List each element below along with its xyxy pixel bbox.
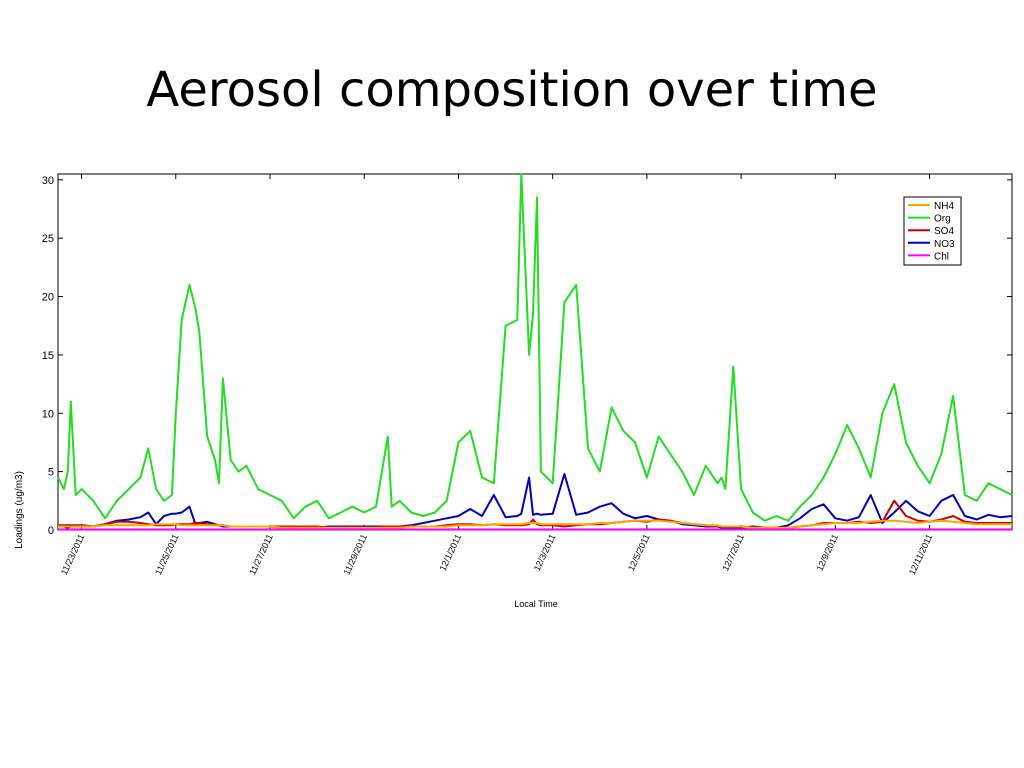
legend-label-org: Org <box>934 214 951 225</box>
y-tick-label: 25 <box>42 233 54 245</box>
x-tick-label: 12/7/2011 <box>720 533 746 573</box>
y-tick-label: 10 <box>42 408 54 420</box>
x-tick-label: 11/25/2011 <box>153 533 181 577</box>
series-lines <box>57 173 1013 531</box>
y-tick-label: 20 <box>42 292 54 304</box>
series-line-no3 <box>58 473 1013 529</box>
legend-label-so4: SO4 <box>934 226 954 237</box>
x-tick-label: 11/27/2011 <box>247 533 275 577</box>
legend-label-nh4: NH4 <box>934 201 954 212</box>
y-tick-label: 5 <box>48 467 54 479</box>
aerosol-line-chart: 0 5 10 15 20 25 30 11/23/2011 11/25/2011 11/27/2… <box>14 173 1013 609</box>
x-tick-label: 11/29/2011 <box>341 533 369 577</box>
x-tick-label: 12/5/2011 <box>626 533 652 573</box>
y-tick-label: 30 <box>42 175 54 187</box>
x-tick-label: 12/9/2011 <box>814 533 840 573</box>
series-line-org <box>57 173 1013 522</box>
y-tick-label: 15 <box>42 350 54 362</box>
y-axis-label: Loadings (ug/m3) <box>14 471 25 549</box>
x-tick-label: 11/23/2011 <box>59 533 87 577</box>
x-tick-label: 12/3/2011 <box>532 533 558 573</box>
legend-label-chl: Chl <box>934 251 949 262</box>
y-tick-label: 0 <box>48 525 54 537</box>
x-tick-label: 12/1/2011 <box>438 533 464 573</box>
slide-title: Aerosol composition over time <box>146 62 878 118</box>
x-axis-label: Local Time <box>514 599 558 609</box>
series-line-nh4 <box>58 519 1012 529</box>
legend-label-no3: NO3 <box>934 239 955 250</box>
x-tick-label: 12/11/2011 <box>907 533 935 577</box>
